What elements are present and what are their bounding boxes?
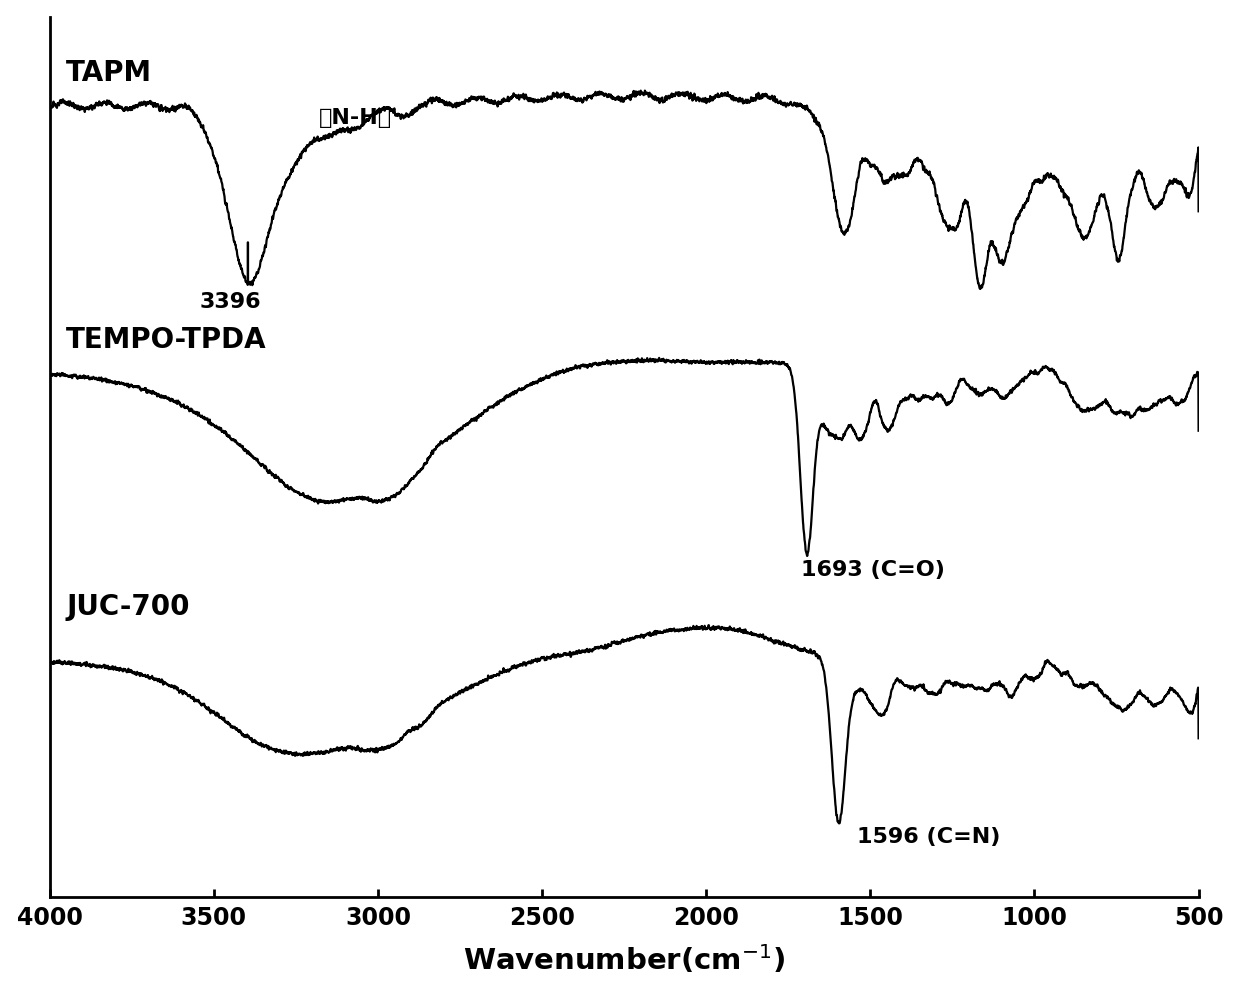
Text: 3396: 3396 <box>200 292 262 313</box>
Text: JUC-700: JUC-700 <box>66 593 190 622</box>
X-axis label: Wavenumber(cm$^{-1}$): Wavenumber(cm$^{-1}$) <box>463 943 785 976</box>
Text: TEMPO-TPDA: TEMPO-TPDA <box>66 326 267 354</box>
Text: 1693 (C=O): 1693 (C=O) <box>801 560 945 580</box>
Text: TAPM: TAPM <box>66 59 153 86</box>
Text: （N-H）: （N-H） <box>319 108 392 128</box>
Text: 1596 (C=N): 1596 (C=N) <box>857 827 1001 847</box>
